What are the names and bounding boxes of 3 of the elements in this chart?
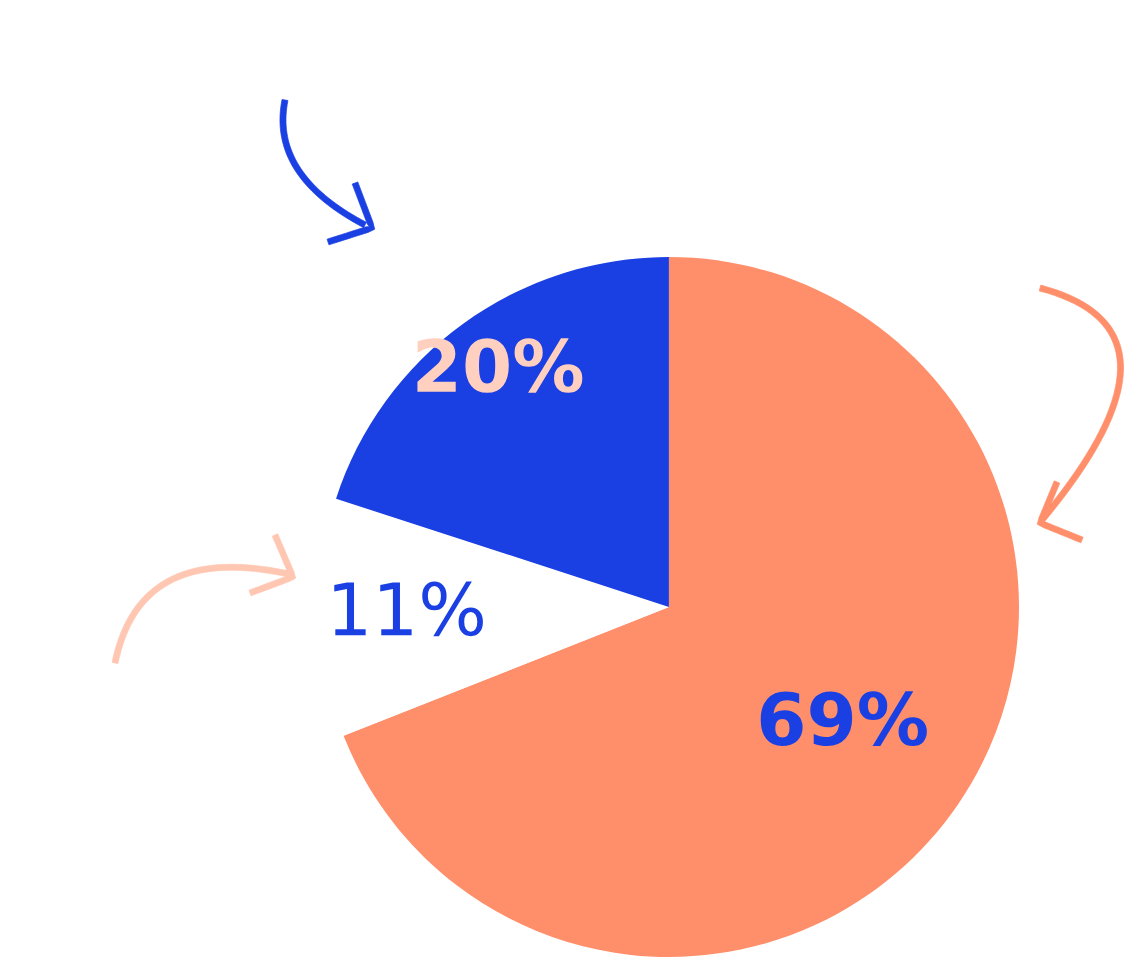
data-label: 69%: [760, 691, 927, 746]
data-label: 11%: [334, 581, 483, 637]
data-label: 20%: [417, 338, 583, 393]
